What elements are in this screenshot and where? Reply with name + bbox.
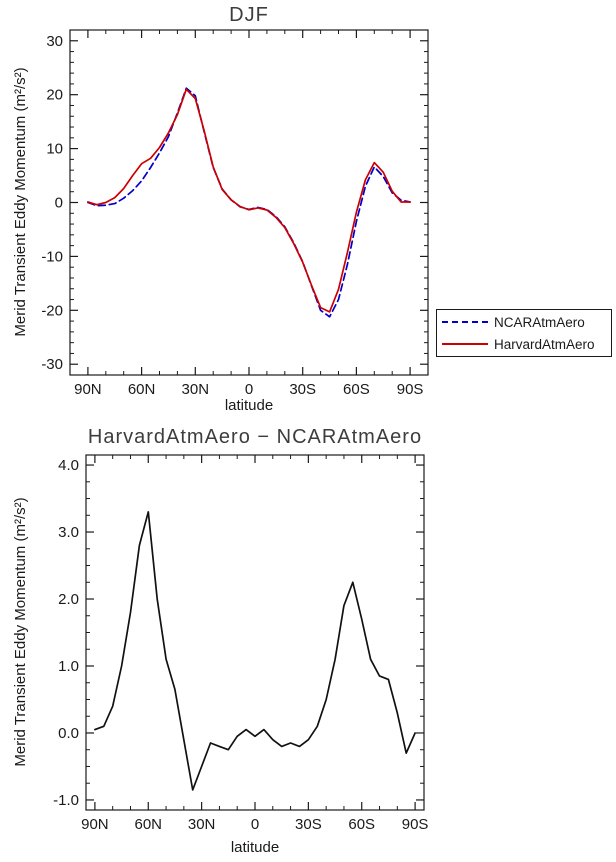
- legend-label-harvard: HarvardAtmAero: [494, 336, 595, 352]
- top-chart-title: DJF: [229, 4, 269, 26]
- svg-text:60S: 60S: [343, 381, 370, 398]
- svg-text:30: 30: [46, 33, 63, 50]
- svg-text:90S: 90S: [402, 816, 429, 833]
- svg-text:10: 10: [46, 141, 63, 158]
- top-chart-y-axis-label-wrap: Merid Transient Eddy Momentum (m²/s²): [0, 67, 232, 336]
- legend-label-ncar: NCARAtmAero: [494, 314, 585, 330]
- svg-text:90N: 90N: [74, 381, 102, 398]
- svg-text:-10: -10: [41, 248, 63, 265]
- svg-text:2.0: 2.0: [58, 591, 79, 608]
- svg-text:30N: 30N: [182, 381, 210, 398]
- svg-text:0: 0: [245, 381, 253, 398]
- svg-text:3.0: 3.0: [58, 524, 79, 541]
- bottom-chart-x-axis-label: latitude: [230, 839, 280, 856]
- svg-text:0: 0: [55, 195, 63, 212]
- bottom-chart-title: HarvardAtmAero − NCARAtmAero: [87, 426, 423, 448]
- bottom-chart-canvas: 90N 60N 30N 0 30S 60S 90S -1.0 0.0 1.0 2.0 3.0 4.0: [53, 454, 429, 833]
- bottom-chart-y-axis-label-wrap: Merid Transient Eddy Momentum (m²/s²): [0, 497, 232, 766]
- legend-row-harvard: HarvardAtmAero: [442, 337, 606, 352]
- svg-text:30S: 30S: [295, 816, 322, 833]
- top-chart-y-axis-label: Merid Transient Eddy Momentum (m²/s²): [12, 67, 29, 337]
- svg-text:1.0: 1.0: [58, 658, 79, 675]
- svg-text:20: 20: [46, 87, 63, 104]
- legend-line-ncar: [442, 321, 488, 323]
- svg-text:90N: 90N: [81, 816, 109, 833]
- legend: NCARAtmAero HarvardAtmAero: [436, 309, 612, 357]
- svg-text:-1.0: -1.0: [53, 792, 79, 809]
- svg-text:30S: 30S: [289, 381, 316, 398]
- svg-text:90S: 90S: [397, 381, 424, 398]
- svg-text:30N: 30N: [188, 816, 216, 833]
- legend-line-harvard: [442, 343, 488, 345]
- svg-text:60N: 60N: [134, 816, 162, 833]
- svg-text:0: 0: [251, 816, 259, 833]
- top-chart-x-axis-label: latitude: [224, 397, 274, 414]
- svg-text:-20: -20: [41, 302, 63, 319]
- svg-text:0.0: 0.0: [58, 725, 79, 742]
- top-chart-canvas: 90N 60N 30N 0 30S 60S 90S -30 -20 -10 0 10 20 30: [41, 29, 429, 398]
- svg-text:4.0: 4.0: [58, 457, 79, 474]
- legend-row-ncar: NCARAtmAero: [442, 315, 606, 330]
- svg-text:-30: -30: [41, 356, 63, 373]
- svg-text:60N: 60N: [128, 381, 156, 398]
- bottom-chart-y-axis-label: Merid Transient Eddy Momentum (m²/s²): [12, 497, 29, 767]
- svg-text:60S: 60S: [348, 816, 375, 833]
